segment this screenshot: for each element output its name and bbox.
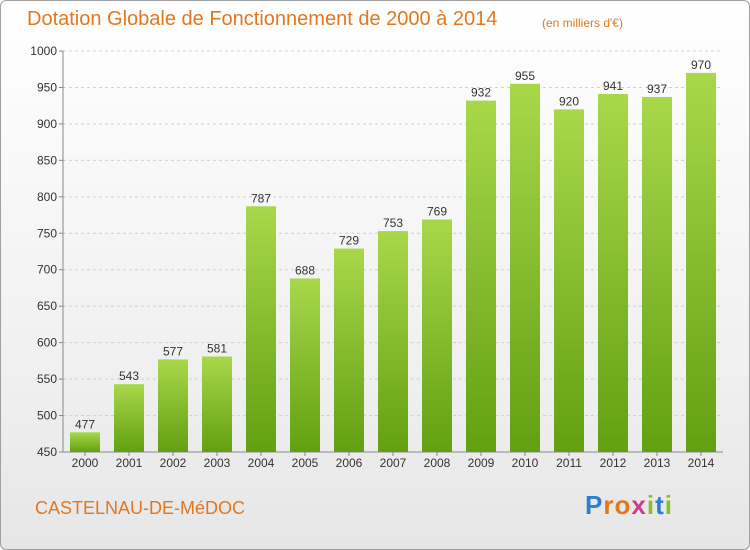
- bar-2011: [554, 109, 584, 452]
- bar-2007: [378, 231, 408, 452]
- y-tick-label: 950: [37, 80, 57, 94]
- bar-2008: [422, 219, 452, 452]
- y-tick-label: 850: [37, 153, 57, 167]
- y-tick-label: 600: [37, 336, 57, 350]
- bar-2006: [334, 248, 364, 452]
- chart-unit-note: (en milliers d'€): [542, 16, 623, 30]
- x-tick-label: 2011: [556, 456, 582, 470]
- data-label: 941: [603, 79, 623, 93]
- x-tick-label: 2003: [204, 456, 231, 470]
- y-tick-label: 650: [37, 299, 57, 313]
- x-tick-label: 2004: [248, 456, 275, 470]
- y-tick-label: 450: [37, 445, 57, 459]
- data-label: 769: [427, 204, 447, 218]
- x-tick-label: 2006: [336, 456, 363, 470]
- y-tick-label: 700: [37, 263, 57, 277]
- data-label: 970: [691, 58, 711, 72]
- data-label: 577: [163, 344, 183, 358]
- bar-2002: [158, 359, 188, 452]
- x-tick-label: 2013: [644, 456, 671, 470]
- y-tick-label: 500: [37, 409, 57, 423]
- data-label: 477: [75, 417, 95, 431]
- bar-2005: [290, 278, 320, 452]
- data-label: 729: [339, 234, 359, 248]
- bars: [70, 72, 716, 453]
- chart-title: Dotation Globale de Fonctionnement de 20…: [27, 8, 498, 30]
- x-tick-label: 2001: [116, 456, 143, 470]
- y-tick-label: 800: [37, 190, 57, 204]
- labels: 450 500 550 600 650 700 750 800 850 900 950 1000 200…: [30, 44, 714, 470]
- x-tick-label: 2000: [72, 456, 99, 470]
- y-tick-label: 900: [37, 117, 57, 131]
- data-label: 937: [647, 82, 667, 96]
- commune-name: CASTELNAU-DE-MéDOC: [35, 498, 246, 518]
- data-label: 932: [471, 86, 491, 100]
- bar-2004: [246, 206, 276, 452]
- bar-2012: [598, 94, 628, 453]
- x-tick-label: 2005: [292, 456, 319, 470]
- bar-2003: [202, 356, 232, 452]
- x-tick-label: 2014: [688, 456, 715, 470]
- y-tick-label: 1000: [30, 44, 57, 58]
- x-tick-label: 2002: [160, 456, 187, 470]
- proxiti-logo: Proxiti: [585, 490, 673, 520]
- data-label: 688: [295, 263, 315, 277]
- data-label: 581: [207, 341, 227, 355]
- bar-2000: [70, 432, 100, 452]
- y-tick-label: 750: [37, 226, 57, 240]
- bar-2001: [114, 384, 144, 452]
- data-label: 920: [559, 94, 579, 108]
- data-label: 787: [251, 191, 271, 205]
- y-tick-label: 550: [37, 372, 57, 386]
- bar-2010: [510, 83, 540, 453]
- bar-2013: [642, 96, 672, 452]
- x-tick-label: 2008: [424, 456, 451, 470]
- data-label: 543: [119, 369, 139, 383]
- data-label: 753: [383, 216, 403, 230]
- bar-2009: [466, 100, 496, 452]
- data-label: 955: [515, 69, 535, 83]
- x-tick-label: 2007: [380, 456, 407, 470]
- bar-2014: [686, 72, 716, 452]
- x-tick-label: 2010: [512, 456, 539, 470]
- x-tick-label: 2012: [600, 456, 627, 470]
- x-tick-label: 2009: [468, 456, 495, 470]
